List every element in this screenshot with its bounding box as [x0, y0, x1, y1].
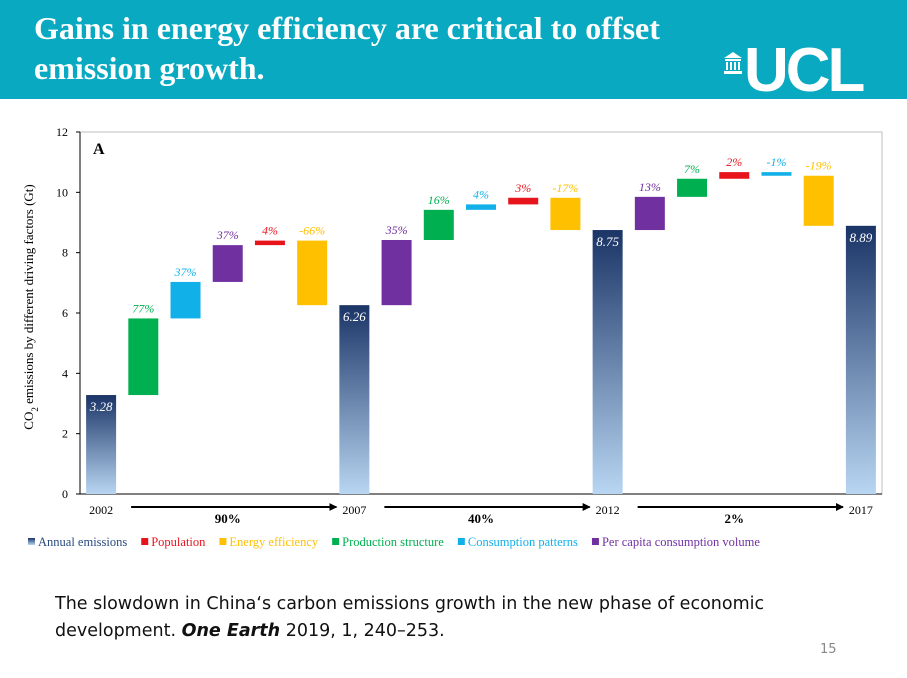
- bar-percent-label: -17%: [552, 181, 578, 195]
- bar-percent-label: 37%: [216, 228, 239, 242]
- bar-percent-label: 35%: [385, 223, 408, 237]
- legend-swatch-per-capita-consumption-volume: [591, 538, 599, 545]
- bar-percent-label: 7%: [684, 162, 700, 176]
- bar-per-capita-consumption-volume: [212, 245, 243, 282]
- x-tick-label: 2007: [342, 503, 366, 517]
- legend-label: Per capita consumption volume: [602, 535, 760, 549]
- y-tick-label: 12: [56, 125, 68, 139]
- y-tick-label: 6: [62, 306, 68, 320]
- waterfall-chart: 0 2 4 6 8 10 12 CO2 emissions by different dri…: [21, 125, 883, 549]
- bar-percent-label: 77%: [132, 301, 154, 315]
- bar-energy-efficiency: [803, 175, 834, 226]
- bars: 3.28 77% 37% 37% 4% -66% 6.26 35% 16% 4% 3% -17% 8.7…: [86, 155, 876, 494]
- bar-production-structure: [423, 209, 454, 240]
- x-tick-label: 2002: [89, 503, 113, 517]
- bar-per-capita-consumption-volume: [381, 239, 412, 306]
- bar-population: [508, 197, 539, 205]
- page-number: 15: [820, 642, 837, 657]
- bar-value-label: 8.75: [596, 234, 619, 249]
- period-growth-label: 40%: [468, 511, 494, 526]
- legend-label: Energy efficiency: [229, 535, 318, 549]
- legend-swatch-energy-efficiency: [219, 538, 227, 545]
- period-growth-arrows: 90% 40% 2%: [131, 503, 844, 526]
- legend-swatch-consumption-patterns: [457, 538, 465, 545]
- legend-swatch-population: [141, 538, 149, 545]
- bar-annual-emissions: [339, 305, 370, 494]
- ucl-wordmark: UCL: [744, 36, 865, 105]
- bar-population: [254, 240, 285, 246]
- legend-label: Population: [151, 535, 206, 549]
- period-growth-label: 2%: [725, 511, 745, 526]
- legend-label: Annual emissions: [38, 535, 127, 549]
- x-tick-label: 2017: [849, 503, 873, 517]
- bar-annual-emissions: [592, 230, 623, 494]
- y-tick-label: 4: [62, 366, 68, 380]
- y-tick-label: 8: [62, 246, 68, 260]
- bar-annual-emissions: [86, 395, 117, 494]
- slide-header: Gains in energy efficiency are critical …: [0, 0, 907, 102]
- legend-swatch-annual-emissions: [28, 538, 35, 545]
- bar-population: [719, 172, 750, 179]
- bar-production-structure: [128, 318, 159, 396]
- period-growth-label: 90%: [215, 511, 241, 526]
- bar-percent-label: -1%: [766, 155, 786, 169]
- bar-percent-label: 16%: [428, 193, 450, 207]
- legend-label: Production structure: [342, 535, 444, 549]
- bar-percent-label: 37%: [174, 265, 197, 279]
- bar-percent-label: 4%: [262, 224, 278, 238]
- ucl-portico-icon: [724, 52, 742, 74]
- bar-value-label: 8.89: [850, 230, 873, 245]
- bar-energy-efficiency: [297, 240, 328, 306]
- bar-value-label: 6.26: [343, 309, 366, 324]
- bar-consumption-patterns: [761, 172, 792, 176]
- legend: Annual emissions Population Energy efficie…: [28, 535, 760, 549]
- legend-label: Consumption patterns: [468, 535, 578, 549]
- y-tick-label: 2: [62, 427, 68, 441]
- caption-journal: One Earth: [181, 621, 281, 641]
- bar-percent-label: -19%: [806, 159, 832, 173]
- legend-swatch-production-structure: [332, 538, 340, 545]
- bar-percent-label: 3%: [514, 181, 531, 195]
- slide-title: Gains in energy efficiency are critical …: [34, 10, 660, 86]
- y-tick-label: 10: [56, 185, 68, 199]
- bar-consumption-patterns: [170, 281, 201, 319]
- caption-reference: 2019, 1, 240–253.: [285, 621, 445, 641]
- caption-text: The slowdown in China‘s carbon emissions…: [55, 594, 765, 641]
- y-axis: 0 2 4 6 8 10 12: [56, 125, 80, 501]
- bar-percent-label: -66%: [299, 224, 325, 238]
- x-tick-label: 2012: [596, 503, 620, 517]
- y-axis-label: CO2 emissions by different driving facto…: [21, 184, 40, 429]
- bar-annual-emissions: [845, 225, 876, 494]
- bar-per-capita-consumption-volume: [634, 196, 665, 231]
- slide-caption: The slowdown in China‘s carbon emissions…: [55, 591, 855, 645]
- x-axis: 2002 2007 2012 2017: [89, 503, 873, 517]
- y-tick-label: 0: [62, 487, 68, 501]
- bar-value-label: 3.28: [89, 399, 113, 414]
- bar-percent-label: 2%: [726, 155, 742, 169]
- ucl-logo: UCL: [724, 40, 899, 102]
- bar-percent-label: 4%: [473, 187, 489, 201]
- bar-production-structure: [677, 178, 708, 197]
- bar-energy-efficiency: [550, 197, 581, 231]
- bar-consumption-patterns: [466, 204, 496, 210]
- bar-percent-label: 13%: [639, 180, 661, 194]
- panel-label: A: [93, 141, 105, 158]
